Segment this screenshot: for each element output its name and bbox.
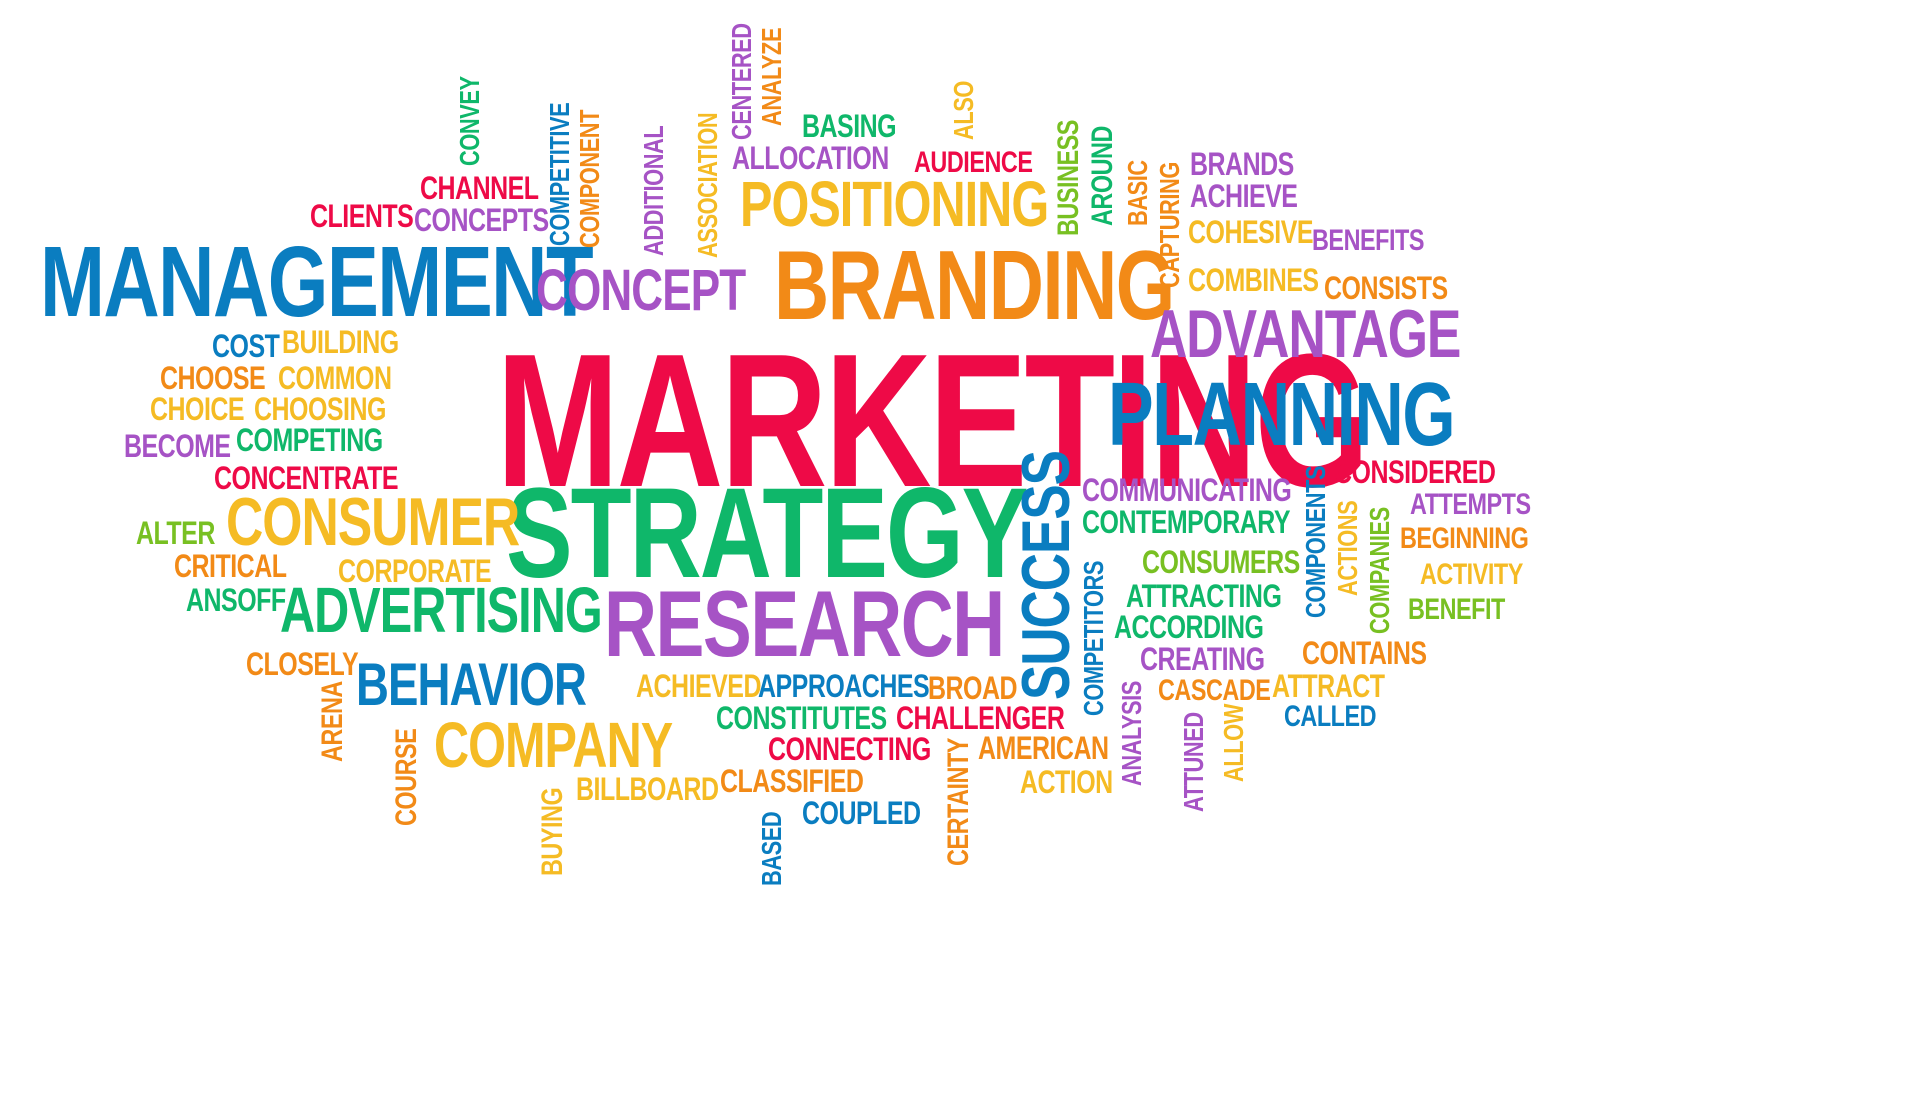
word-combines: COMBINES <box>1188 262 1319 298</box>
word-constitutes: CONSTITUTES <box>716 700 887 736</box>
word-challenger: CHALLENGER <box>896 700 1065 736</box>
word-concentrate: CONCENTRATE <box>214 460 399 496</box>
word-considered: CONSIDERED <box>1334 454 1496 490</box>
word-planning: PLANNING <box>1108 365 1456 465</box>
word-also: ALSO <box>948 81 979 140</box>
word-business: BUSINESS <box>1052 120 1085 236</box>
word-critical: CRITICAL <box>174 548 287 584</box>
word-consumer: CONSUMER <box>226 484 520 560</box>
word-ansoff: ANSOFF <box>186 582 286 618</box>
word-actions: ACTIONS <box>1332 500 1363 596</box>
word-called: CALLED <box>1284 700 1377 733</box>
word-choosing: CHOOSING <box>254 391 386 427</box>
word-association: ASSOCIATION <box>692 112 723 258</box>
word-activity: ACTIVITY <box>1420 558 1523 591</box>
word-capturing: CAPTURING <box>1154 162 1185 288</box>
word-component: COMPONENT <box>574 109 605 248</box>
word-brands: BRANDS <box>1190 146 1294 182</box>
word-billboard: BILLBOARD <box>576 771 719 807</box>
word-cohesive: COHESIVE <box>1188 214 1314 250</box>
word-contemporary: CONTEMPORARY <box>1082 504 1291 540</box>
word-broad: BROAD <box>928 670 1018 706</box>
word-cost: COST <box>212 328 280 364</box>
word-course: COURSE <box>390 728 423 826</box>
word-alter: ALTER <box>136 515 215 551</box>
word-corporate: CORPORATE <box>338 553 492 589</box>
word-around: AROUND <box>1086 126 1119 226</box>
word-behavior: BEHAVIOR <box>356 651 587 718</box>
word-arena: ARENA <box>316 681 349 762</box>
word-approaches: APPROACHES <box>758 668 930 704</box>
word-communicating: COMMUNICATING <box>1082 472 1292 508</box>
word-certainty: CERTAINTY <box>942 738 975 866</box>
word-consumers: CONSUMERS <box>1142 544 1300 580</box>
word-channel: CHANNEL <box>420 170 539 206</box>
word-based: BASED <box>756 811 787 886</box>
word-basing: BASING <box>802 108 897 144</box>
word-basic: BASIC <box>1122 160 1153 226</box>
word-strategy: STRATEGY <box>506 462 1028 605</box>
word-audience: AUDIENCE <box>914 146 1033 179</box>
word-advertising: ADVERTISING <box>280 574 603 646</box>
word-achieve: ACHIEVE <box>1190 178 1298 214</box>
word-research: RESEARCH <box>604 571 1005 676</box>
word-competitive: COMPETITIVE <box>544 102 575 246</box>
word-analysis: ANALYSIS <box>1116 681 1147 786</box>
word-american: AMERICAN <box>978 730 1109 766</box>
word-cascade: CASCADE <box>1158 674 1271 707</box>
word-components: COMPONENTS <box>1300 465 1331 618</box>
word-competing: COMPETING <box>236 422 383 458</box>
word-consists: CONSISTS <box>1324 270 1448 306</box>
word-additional: ADDITIONAL <box>638 125 669 256</box>
word-analyze: ANALYZE <box>756 27 787 126</box>
word-according: ACCORDING <box>1114 609 1264 645</box>
word-connecting: CONNECTING <box>768 731 931 767</box>
word-closely: CLOSELY <box>246 646 359 682</box>
word-common: COMMON <box>278 360 392 396</box>
word-management: MANAGEMENT <box>40 226 594 338</box>
word-allow: ALLOW <box>1218 704 1249 782</box>
word-branding: BRANDING <box>774 230 1175 340</box>
word-become: BECOME <box>124 428 231 464</box>
word-positioning: POSITIONING <box>740 168 1049 240</box>
word-clients: CLIENTS <box>310 198 414 234</box>
word-buying: BUYING <box>536 787 569 876</box>
word-convey: CONVEY <box>454 76 485 166</box>
word-contains: CONTAINS <box>1302 635 1427 671</box>
word-attract: ATTRACT <box>1272 668 1385 704</box>
word-attempts: ATTEMPTS <box>1410 488 1531 521</box>
word-benefits: BENEFITS <box>1312 224 1424 257</box>
word-creating: CREATING <box>1140 641 1265 677</box>
word-classified: CLASSIFIED <box>720 763 864 799</box>
word-benefit: BENEFIT <box>1408 593 1505 626</box>
word-centered: CENTERED <box>726 23 757 141</box>
word-marketing: MARKETING <box>496 315 1370 527</box>
word-action: ACTION <box>1020 764 1113 800</box>
word-success: SUCCESS <box>1008 450 1084 700</box>
word-beginning: BEGINNING <box>1400 522 1529 555</box>
word-attuned: ATTUNED <box>1178 712 1209 812</box>
word-concept: CONCEPT <box>536 258 746 323</box>
word-choice: CHOICE <box>150 391 245 427</box>
word-companies: COMPANIES <box>1364 507 1395 634</box>
word-allocation: ALLOCATION <box>732 140 889 176</box>
word-attracting: ATTRACTING <box>1126 578 1282 614</box>
word-advantage: ADVANTAGE <box>1150 296 1461 372</box>
word-coupled: COUPLED <box>802 795 921 831</box>
word-company: COMPANY <box>434 709 673 781</box>
word-choose: CHOOSE <box>160 360 266 396</box>
word-building: BUILDING <box>282 324 399 360</box>
word-achieved: ACHIEVED <box>636 668 761 704</box>
word-competitors: COMPETITORS <box>1078 561 1109 716</box>
word-concepts: CONCEPTS <box>414 202 549 238</box>
